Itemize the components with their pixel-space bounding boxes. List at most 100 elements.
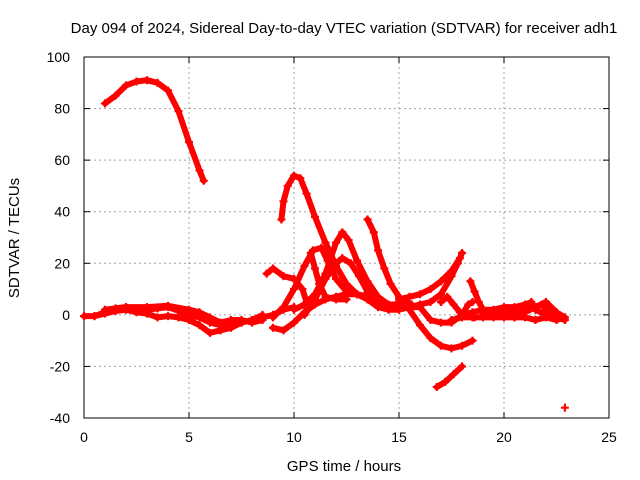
data-point: [290, 305, 298, 314]
data-point: [542, 305, 550, 314]
data-point: [279, 303, 288, 312]
y-axis-label: SDTVAR / TECUs: [6, 178, 23, 298]
data-point: [111, 91, 120, 100]
data-point: [441, 377, 450, 386]
data-point: [206, 328, 214, 337]
series-trace: [270, 291, 371, 334]
data-point: [195, 321, 204, 330]
data-point: [342, 290, 351, 299]
data-point: [122, 81, 130, 90]
data-point: [468, 308, 477, 317]
data-point: [374, 246, 382, 255]
data-point: [426, 297, 435, 306]
data-point: [468, 336, 477, 345]
data-point: [143, 303, 151, 312]
data-point: [143, 76, 151, 85]
series-trace: [291, 229, 413, 313]
data-point: [527, 297, 536, 306]
data-point: [479, 310, 487, 319]
data-point: [101, 305, 109, 314]
y-tick-label: 100: [47, 49, 71, 65]
data-point: [279, 272, 288, 281]
data-point: [380, 264, 389, 273]
data-point: [531, 316, 540, 325]
data-point: [174, 107, 183, 116]
data-point: [90, 312, 99, 321]
data-point: [458, 248, 466, 257]
data-point: [510, 310, 519, 319]
data-point: [101, 99, 109, 108]
data-point: [164, 301, 172, 310]
data-point: [317, 243, 326, 252]
data-point: [449, 300, 458, 309]
data-point: [560, 403, 569, 412]
series-arc-afternoon-rise-2: [395, 254, 464, 304]
data-point: [447, 267, 456, 276]
data-point: [369, 228, 378, 237]
data-point: [195, 166, 204, 175]
data-point: [437, 318, 445, 327]
data-point: [521, 308, 529, 317]
data-point: [206, 313, 214, 322]
data-point: [416, 303, 424, 312]
data-point: [443, 292, 452, 301]
series-baseline-c: [101, 301, 267, 327]
data-point: [426, 334, 435, 343]
x-tick-label: 20: [496, 429, 512, 445]
data-point: [164, 312, 172, 321]
data-point: [455, 254, 464, 263]
data-point: [237, 316, 246, 325]
data-point: [426, 316, 435, 325]
data-point: [269, 323, 277, 332]
data-point: [321, 295, 330, 304]
data-point: [437, 290, 445, 299]
data-point: [290, 171, 298, 180]
x-tick-label: 15: [391, 429, 407, 445]
data-point: [279, 197, 288, 206]
data-point: [395, 305, 403, 314]
data-point: [552, 308, 561, 317]
data-point: [227, 316, 235, 325]
data-point: [122, 303, 130, 312]
data-point: [437, 341, 445, 350]
y-tick-label: 20: [54, 255, 70, 271]
data-point: [283, 181, 292, 190]
data-point: [470, 287, 479, 296]
y-tick-label: -20: [50, 358, 70, 374]
data-point: [153, 313, 162, 322]
data-point: [311, 264, 319, 273]
y-tick-label: -40: [50, 410, 70, 426]
data-point: [290, 318, 298, 327]
x-axis-label: GPS time / hours: [287, 458, 401, 475]
data-point: [323, 256, 332, 265]
data-point: [426, 285, 435, 294]
data-point: [395, 297, 403, 306]
data-point: [306, 248, 315, 257]
series-arc-negative: [432, 362, 466, 392]
data-point: [338, 228, 347, 237]
data-point: [199, 176, 208, 185]
data-point: [464, 300, 473, 309]
data-point: [296, 174, 305, 183]
data-point: [195, 308, 204, 317]
data-point: [185, 138, 193, 147]
data-point: [416, 321, 424, 330]
data-point: [353, 256, 361, 265]
axis-ticks: [83, 56, 610, 419]
data-point: [302, 189, 311, 198]
series-evening-d: [510, 297, 569, 322]
data-point: [466, 277, 475, 286]
data-point: [321, 238, 330, 247]
data-point: [474, 297, 483, 306]
data-point: [269, 313, 277, 322]
data-point: [298, 285, 307, 294]
series-trace: [433, 363, 465, 391]
data-point: [405, 292, 414, 301]
data-point: [447, 316, 456, 325]
y-tick-label: 0: [62, 307, 70, 323]
data-point: [277, 215, 286, 224]
data-point: [500, 308, 508, 317]
data-point: [332, 274, 340, 283]
data-point: [332, 259, 340, 268]
